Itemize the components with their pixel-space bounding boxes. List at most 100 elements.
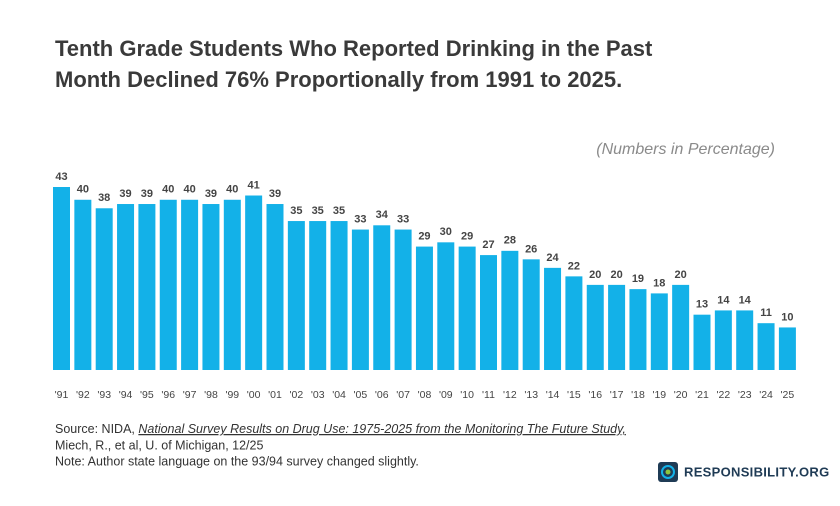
value-label: 26: [525, 243, 537, 255]
x-tick-label: '13: [524, 389, 538, 401]
bar: [522, 259, 540, 370]
value-label: 10: [781, 311, 793, 323]
value-label: 19: [632, 273, 644, 285]
bar: [351, 229, 369, 370]
value-label: 22: [568, 260, 580, 272]
bar: [650, 293, 668, 370]
bar: [330, 221, 348, 370]
bar: [757, 323, 775, 370]
x-tick-label: '08: [418, 389, 432, 401]
bar: [415, 246, 433, 370]
bar: [437, 242, 455, 370]
source-prefix: Source: NIDA,: [55, 422, 138, 436]
value-label: 39: [141, 188, 153, 200]
value-label: 20: [675, 269, 687, 281]
x-tick-label: '02: [290, 389, 304, 401]
value-label: 39: [205, 188, 217, 200]
bar: [309, 221, 327, 370]
value-label: 33: [397, 213, 409, 225]
value-label: 40: [226, 184, 238, 196]
source-title: National Survey Results on Drug Use: 197…: [138, 422, 626, 436]
x-tick-label: '14: [546, 389, 560, 401]
bar: [586, 284, 604, 370]
x-tick-label: '04: [332, 389, 346, 401]
bar: [287, 221, 305, 370]
bar: [117, 204, 135, 370]
value-label: 39: [119, 188, 131, 200]
x-tick-label: '11: [482, 389, 495, 401]
x-tick-label: '20: [674, 389, 688, 401]
bar: [266, 204, 284, 370]
value-label: 35: [290, 205, 302, 217]
x-tick-label: '06: [375, 389, 389, 401]
bar: [778, 327, 796, 370]
value-label: 38: [98, 192, 110, 204]
x-tick-label: '97: [183, 389, 197, 401]
x-tick-label: '12: [503, 389, 517, 401]
x-tick-label: '05: [354, 389, 368, 401]
bar: [736, 310, 754, 370]
chart-title: Tenth Grade Students Who Reported Drinki…: [55, 36, 653, 61]
value-label: 13: [696, 299, 708, 311]
x-tick-label: '25: [781, 389, 795, 401]
value-label: 11: [760, 307, 772, 319]
bar: [565, 276, 583, 370]
bar: [693, 314, 711, 370]
bar: [95, 208, 113, 370]
value-label: 43: [55, 171, 67, 183]
note: Note: Author state language on the 93/94…: [55, 454, 419, 468]
value-label: 24: [546, 252, 559, 264]
x-tick-label: '15: [567, 389, 581, 401]
subtitle: (Numbers in Percentage): [596, 141, 775, 158]
bar: [138, 204, 156, 370]
bar: [480, 255, 497, 370]
bar: [714, 310, 732, 370]
x-tick-label: '07: [396, 389, 410, 401]
bar: [501, 250, 519, 370]
bar: [74, 199, 92, 370]
x-tick-label: '18: [631, 389, 645, 401]
chart-title: Month Declined 76% Proportionally from 1…: [55, 67, 622, 92]
value-label: 20: [610, 269, 622, 281]
bar: [458, 246, 476, 370]
bar: [202, 204, 220, 370]
x-tick-label: '10: [460, 389, 474, 401]
value-label: 33: [354, 213, 366, 225]
value-label: 29: [461, 230, 473, 242]
value-label: 41: [248, 179, 260, 191]
value-label: 28: [504, 235, 516, 247]
bar: [608, 284, 626, 370]
value-label: 14: [717, 294, 730, 306]
value-label: 20: [589, 269, 601, 281]
x-tick-label: '03: [311, 389, 325, 401]
value-label: 35: [312, 205, 324, 217]
x-tick-label: '99: [225, 389, 239, 401]
value-label: 18: [653, 277, 665, 289]
x-tick-label: '23: [738, 389, 752, 401]
bar: [672, 284, 690, 370]
x-tick-label: '98: [204, 389, 218, 401]
x-tick-label: '92: [76, 389, 90, 401]
x-tick-label: '21: [695, 389, 709, 401]
x-tick-label: '09: [439, 389, 453, 401]
bar: [394, 229, 412, 370]
x-tick-label: '91: [55, 389, 69, 401]
bar: [181, 199, 199, 370]
bar: [245, 195, 263, 370]
x-tick-label: '17: [610, 389, 624, 401]
value-label: 27: [482, 239, 494, 251]
value-label: 40: [77, 184, 89, 196]
value-label: 40: [183, 184, 195, 196]
bar: [373, 225, 391, 370]
value-label: 39: [269, 188, 281, 200]
bar: [223, 199, 241, 370]
x-tick-label: '16: [588, 389, 602, 401]
value-label: 14: [739, 294, 752, 306]
x-tick-label: '96: [161, 389, 175, 401]
bar: [629, 289, 647, 370]
x-tick-label: '94: [119, 389, 133, 401]
value-label: 34: [376, 209, 389, 221]
value-label: 29: [418, 230, 430, 242]
value-label: 35: [333, 205, 345, 217]
